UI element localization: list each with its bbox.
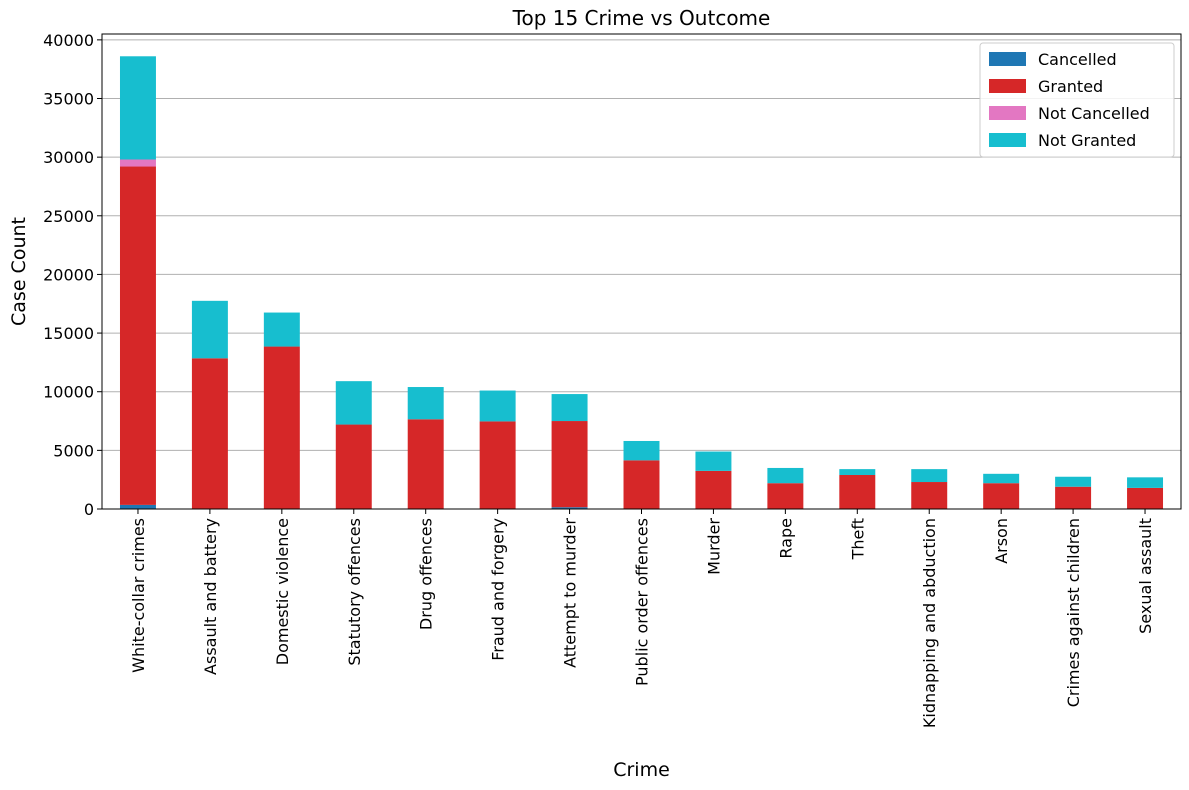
- bar-granted: [1055, 486, 1092, 509]
- x-tick-label: Murder: [704, 518, 723, 575]
- bar-not-granted: [767, 467, 804, 484]
- bar-granted: [911, 482, 948, 509]
- bar-not-granted: [1055, 476, 1092, 487]
- x-tick-label: Arson: [992, 518, 1011, 564]
- bar-not-granted: [623, 440, 660, 461]
- y-tick-label: 35000: [43, 90, 94, 109]
- bar-granted: [407, 419, 444, 509]
- legend: Cancelled Granted Not Cancelled Not Granted: [979, 42, 1175, 158]
- bar-not-granted: [191, 300, 228, 359]
- bar-not-granted: [335, 381, 372, 425]
- bar-granted: [695, 470, 732, 509]
- y-tick-label: 15000: [43, 324, 94, 343]
- bar-granted: [191, 358, 228, 509]
- bar-not-granted: [695, 451, 732, 471]
- bar-cancelled: [551, 507, 588, 509]
- bar-granted: [335, 424, 372, 509]
- x-tick-label: Drug offences: [417, 518, 436, 630]
- legend-label: Not Granted: [1038, 131, 1136, 150]
- bar-not-granted: [911, 469, 948, 483]
- legend-swatch: [989, 133, 1026, 147]
- bar-not-granted: [551, 394, 588, 422]
- x-axis-ticks: White-collar crimes Assault and battery Do…: [129, 509, 1155, 728]
- y-tick-label: 30000: [43, 148, 94, 167]
- y-axis-ticks: 0 5000 10000 15000 20000 25000 30000 35000 40000: [43, 31, 102, 519]
- bar-not-cancelled: [119, 159, 156, 167]
- bar-granted: [623, 460, 660, 509]
- y-tick-label: 10000: [43, 383, 94, 402]
- x-tick-label: Sexual assault: [1136, 518, 1155, 634]
- bar-not-granted: [479, 390, 516, 422]
- x-tick-label: White-collar crimes: [129, 518, 148, 673]
- legend-label: Not Cancelled: [1038, 104, 1150, 123]
- legend-swatch: [989, 106, 1026, 120]
- x-tick-label: Fraud and forgery: [489, 518, 508, 661]
- legend-label: Cancelled: [1038, 50, 1117, 69]
- bar-not-granted: [407, 387, 444, 420]
- y-tick-label: 20000: [43, 265, 94, 284]
- y-tick-label: 25000: [43, 207, 94, 226]
- y-tick-label: 5000: [53, 441, 94, 460]
- x-tick-label: Domestic violence: [273, 518, 292, 665]
- bars: [119, 56, 1164, 509]
- bar-not-granted: [1127, 477, 1164, 488]
- bar-not-granted: [263, 312, 300, 347]
- legend-label: Granted: [1038, 77, 1103, 96]
- bar-not-granted: [983, 473, 1020, 484]
- bar-granted: [263, 346, 300, 509]
- x-tick-label: Assault and battery: [201, 518, 220, 675]
- legend-swatch: [989, 52, 1026, 66]
- bar-granted: [1127, 487, 1164, 509]
- bar-cancelled: [119, 504, 156, 509]
- bar-granted: [767, 483, 804, 509]
- bar-granted: [983, 483, 1020, 509]
- bar-granted: [839, 474, 876, 509]
- x-tick-label: Rape: [776, 518, 795, 559]
- x-tick-label: Crimes against children: [1064, 518, 1083, 707]
- x-tick-label: Theft: [848, 518, 867, 560]
- y-tick-label: 40000: [43, 31, 94, 50]
- chart-title: Top 15 Crime vs Outcome: [512, 6, 771, 30]
- bar-granted: [119, 166, 156, 505]
- y-axis-title: Case Count: [8, 217, 30, 326]
- legend-swatch: [989, 79, 1026, 93]
- x-tick-label: Attempt to murder: [561, 518, 580, 668]
- x-tick-label: Public order offences: [633, 518, 652, 686]
- bar-not-granted: [119, 56, 156, 160]
- bar-granted: [479, 421, 516, 509]
- y-tick-label: 0: [84, 500, 94, 519]
- x-tick-label: Statutory offences: [345, 518, 364, 666]
- bar-not-granted: [839, 469, 876, 475]
- bar-granted: [551, 421, 588, 508]
- x-tick-label: Kidnapping and abduction: [920, 518, 939, 728]
- legend-box: [979, 42, 1175, 158]
- x-axis-title: Crime: [613, 759, 670, 781]
